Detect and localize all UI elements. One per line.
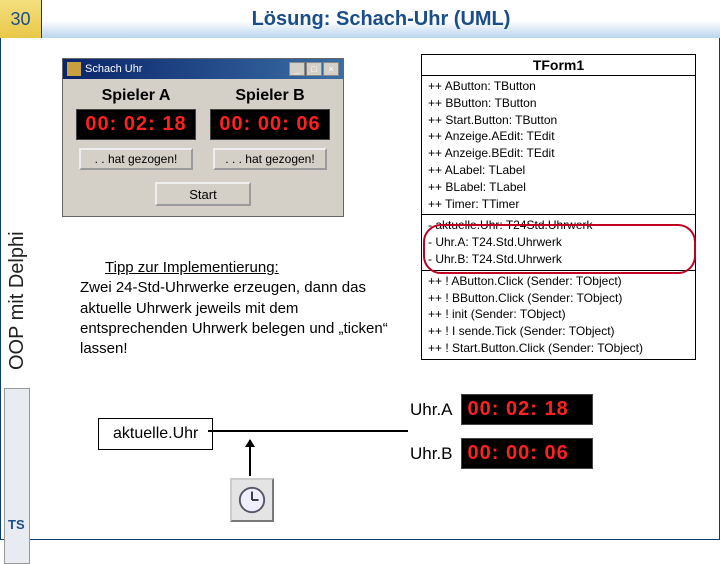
uml-attr: ++ Anzeige.AEdit: TEdit (428, 128, 689, 145)
uml-method: ++ ! Start.Button.Click (Sender: TObject… (428, 340, 689, 357)
content-area: Schach Uhr _ □ × Spieler A 00: 02: 18 . … (50, 48, 710, 530)
player-a-label: Spieler A (71, 87, 201, 105)
player-a-move-button[interactable]: . . hat gezogen! (79, 148, 193, 170)
window-controls: _ □ × (289, 62, 339, 76)
connector-line (208, 430, 408, 432)
tip-body: Zwei 24-Std-Uhrwerke erzeugen, dann das … (80, 279, 388, 357)
footer-initials: TS (8, 517, 25, 532)
header: 30 Lösung: Schach-Uhr (UML) (0, 0, 720, 38)
player-b-time: 00: 00: 06 (210, 109, 330, 140)
uhr-a-label: Uhr.A (410, 400, 453, 420)
uml-attr: ++ Timer: TTimer (428, 196, 689, 213)
player-b-label: Spieler B (205, 87, 335, 105)
side-tab-bg (4, 388, 30, 564)
uhr-b-label: Uhr.B (410, 444, 453, 464)
arrow-up (249, 440, 251, 476)
uhr-a-time: 00: 02: 18 (461, 394, 593, 425)
uml-attr: ++ ALabel: TLabel (428, 162, 689, 179)
uml-attr-private: - aktuelle.Uhr: T24Std.Uhrwerk (428, 217, 689, 234)
player-a-panel: Spieler A 00: 02: 18 . . hat gezogen! (71, 87, 201, 170)
uml-class-name: TForm1 (422, 55, 695, 76)
player-b-panel: Spieler B 00: 00: 06 . . . hat gezogen! (205, 87, 335, 170)
uhr-b-time: 00: 00: 06 (461, 438, 593, 469)
close-icon[interactable]: × (323, 62, 339, 76)
uml-method: ++ ! init (Sender: TObject) (428, 306, 689, 323)
start-button[interactable]: Start (155, 182, 251, 206)
uml-attr-private: - Uhr.A: T24.Std.Uhrwerk (428, 234, 689, 251)
slide-title: Lösung: Schach-Uhr (UML) (42, 0, 720, 38)
uml-class-box: TForm1 ++ AButton: TButton++ BButton: TB… (421, 54, 696, 360)
uml-attributes-public: ++ AButton: TButton++ BButton: TButton++… (422, 76, 695, 215)
window-title-text: Schach Uhr (85, 63, 142, 75)
window-body: Spieler A 00: 02: 18 . . hat gezogen! Sp… (63, 79, 343, 216)
uml-attributes-private: - aktuelle.Uhr: T24Std.Uhrwerk- Uhr.A: T… (422, 215, 695, 270)
uml-method: ++ ! AButton.Click (Sender: TObject) (428, 273, 689, 290)
uml-attr: ++ AButton: TButton (428, 78, 689, 95)
side-tab-label: OOP mit Delphi (6, 231, 29, 370)
uml-attr-private: - Uhr.B: T24.Std.Uhrwerk (428, 251, 689, 268)
uml-method: ++ ! BButton.Click (Sender: TObject) (428, 290, 689, 307)
uml-attr: ++ BButton: TButton (428, 95, 689, 112)
uhr-b-pair: Uhr.B 00: 00: 06 (410, 438, 593, 469)
aktuelle-uhr-box: aktuelle.Uhr (98, 418, 213, 450)
delphi-window: Schach Uhr _ □ × Spieler A 00: 02: 18 . … (62, 58, 344, 217)
uml-attr: ++ BLabel: TLabel (428, 179, 689, 196)
player-b-move-button[interactable]: . . . hat gezogen! (213, 148, 327, 170)
page-number: 30 (0, 0, 42, 38)
object-diagram: aktuelle.Uhr Uhr.A 00: 02: 18 Uhr.B 00: … (90, 390, 700, 520)
uml-attr: ++ Start.Button: TButton (428, 112, 689, 129)
uml-methods: ++ ! AButton.Click (Sender: TObject)++ !… (422, 271, 695, 359)
clock-icon (230, 478, 274, 522)
minimize-icon[interactable]: _ (289, 62, 305, 76)
uml-method: ++ ! I sende.Tick (Sender: TObject) (428, 323, 689, 340)
app-icon (67, 62, 81, 76)
player-a-time: 00: 02: 18 (76, 109, 196, 140)
uhr-a-pair: Uhr.A 00: 02: 18 (410, 394, 593, 425)
maximize-icon[interactable]: □ (306, 62, 322, 76)
implementation-tip: Tipp zur Implementierung: Zwei 24-Std-Uh… (80, 258, 400, 359)
window-titlebar: Schach Uhr _ □ × (63, 59, 343, 79)
tip-heading: Tipp zur Implementierung: (105, 259, 279, 276)
uml-attr: ++ Anzeige.BEdit: TEdit (428, 145, 689, 162)
